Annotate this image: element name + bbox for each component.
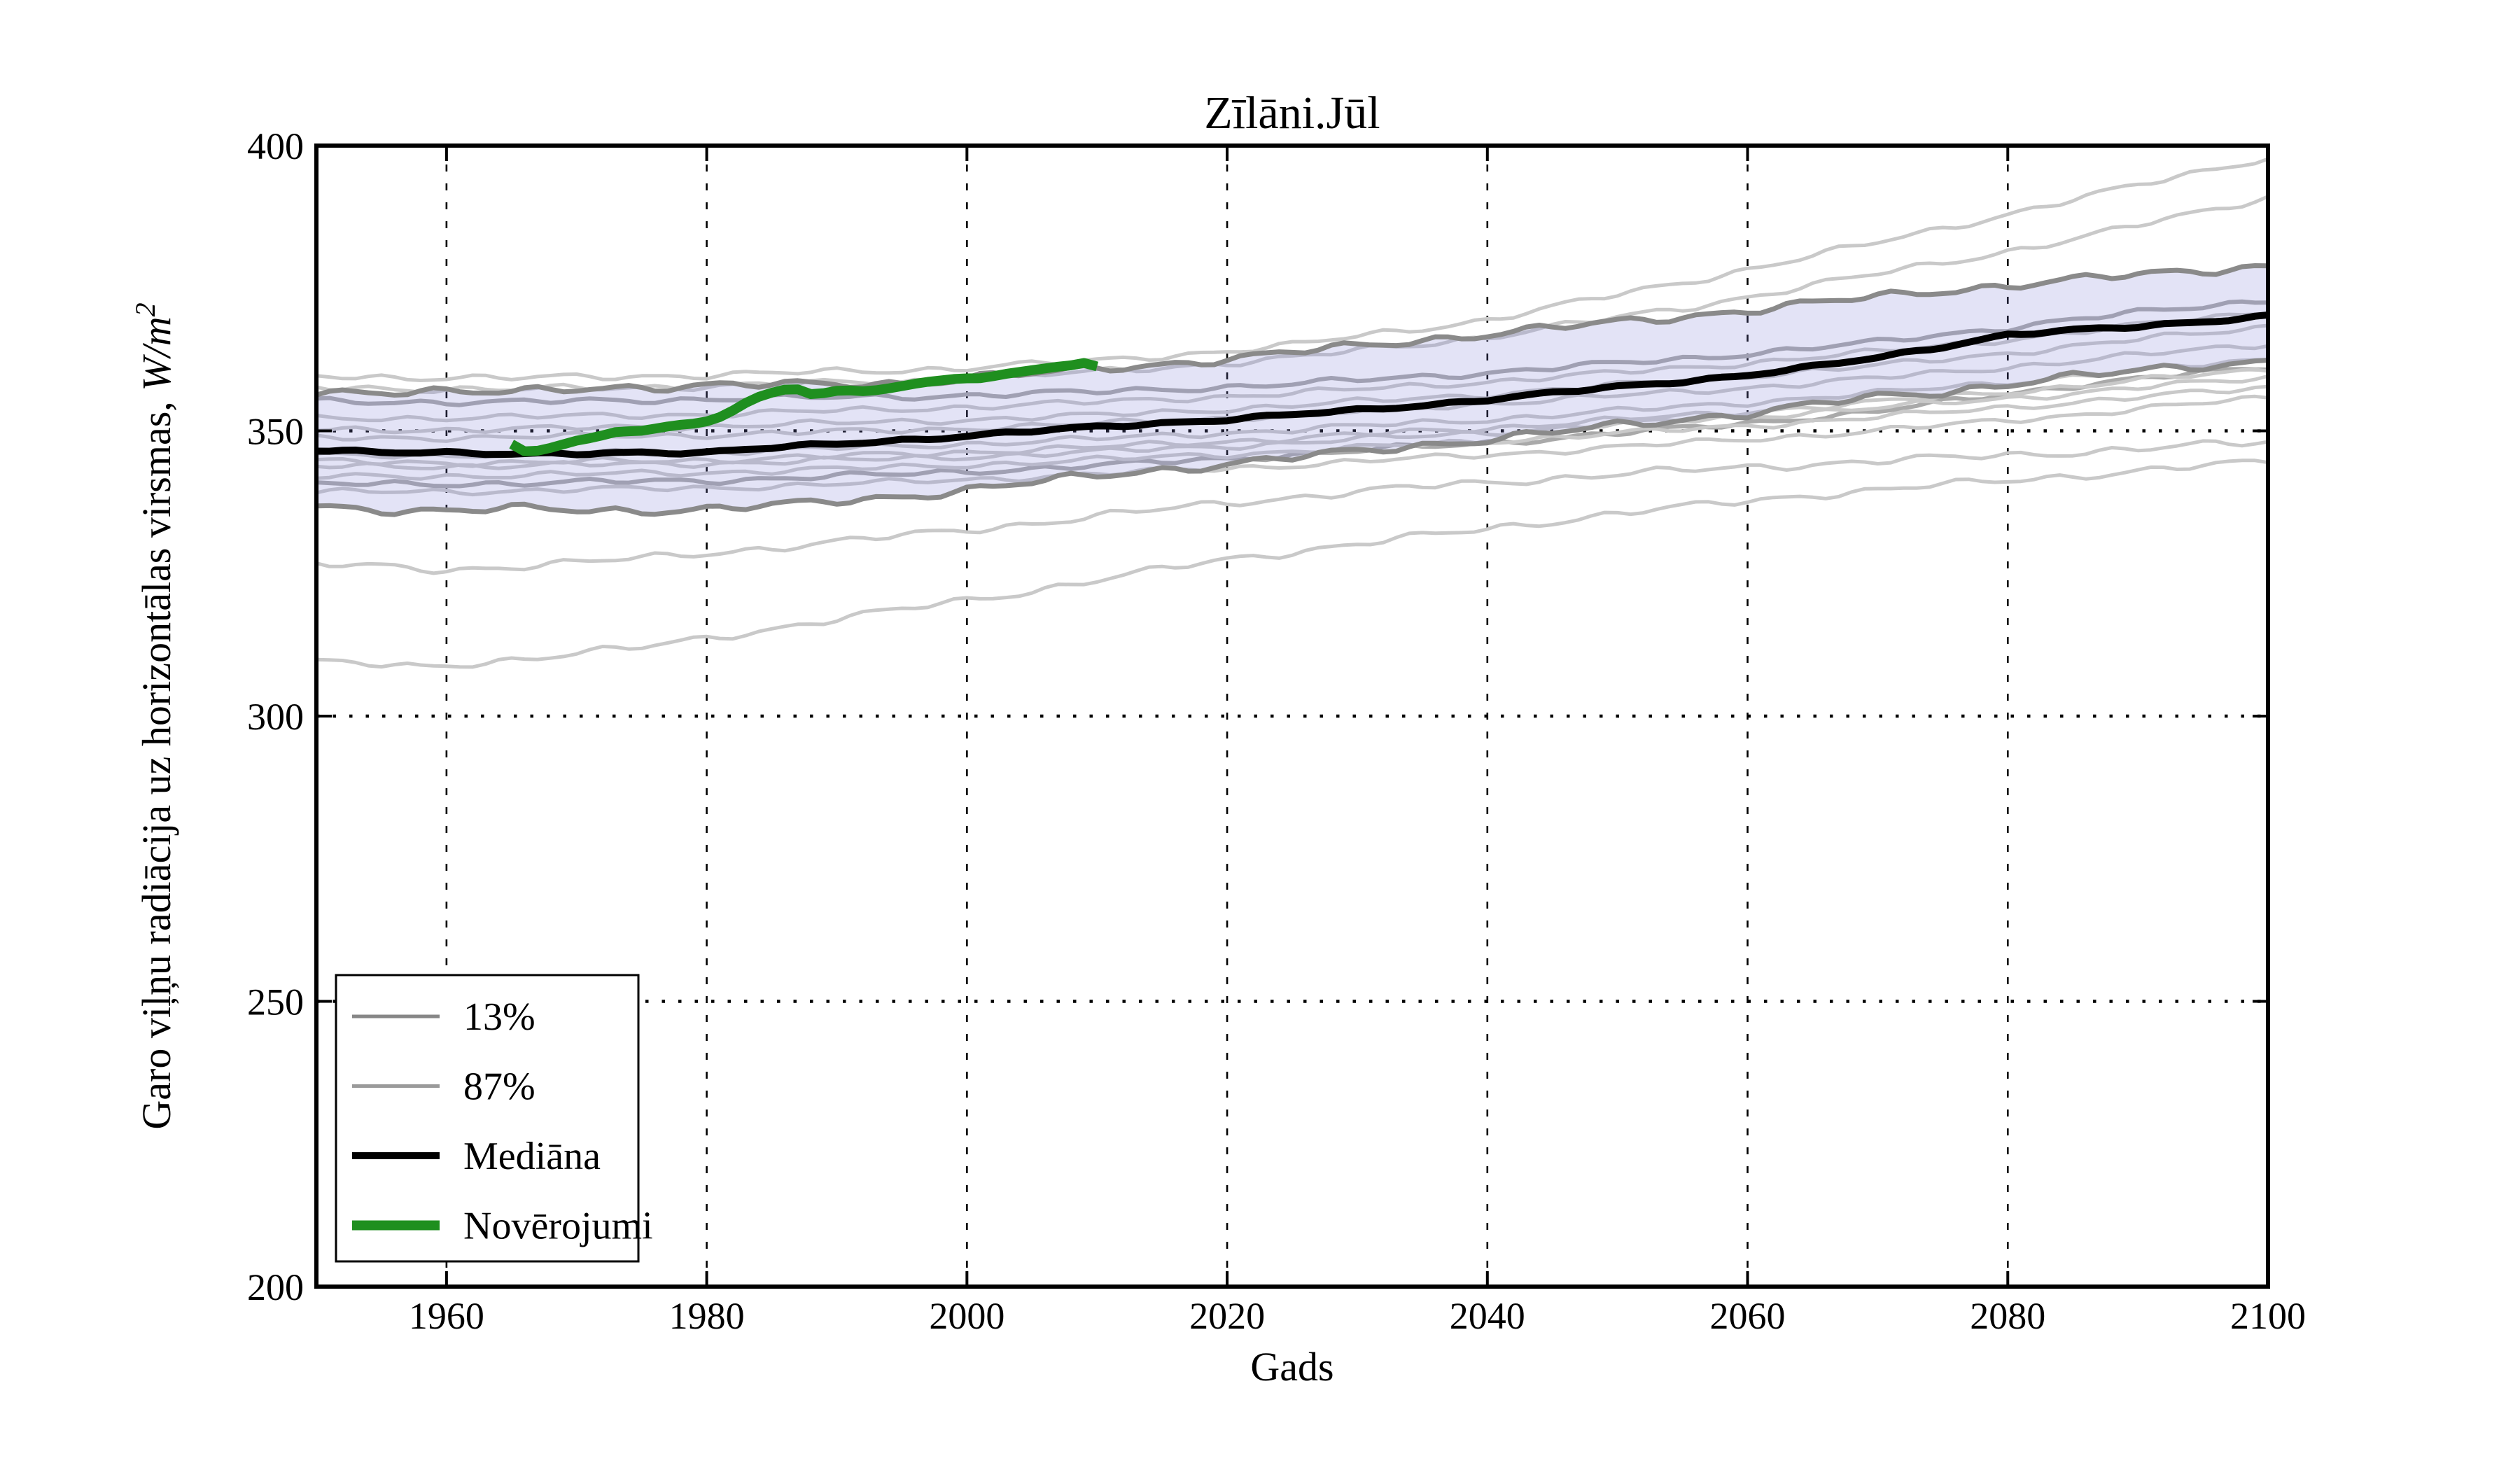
xtick-label-2040: 2040: [1450, 1295, 1525, 1337]
xtick-label-2080: 2080: [1970, 1295, 2045, 1337]
legend-label-2: Mediāna: [463, 1135, 601, 1178]
y-axis-label: Garo viļņu radiācija uz horizontālas vir…: [130, 302, 179, 1129]
legend-label-0: 13%: [463, 995, 536, 1039]
xtick-label-2100: 2100: [2230, 1295, 2306, 1337]
uncertainty-band: [316, 263, 2268, 517]
x-axis-label: Gads: [1250, 1344, 1334, 1390]
line-ensemble-10: [316, 394, 2268, 497]
xtick-label-1980: 1980: [669, 1295, 745, 1337]
xtick-label-2000: 2000: [929, 1295, 1004, 1337]
band-fill-13-87: [316, 265, 2268, 515]
legend-label-3: Novērojumi: [463, 1205, 653, 1248]
axis-ticks: [316, 144, 2269, 1288]
xtick-label-2060: 2060: [1710, 1295, 1786, 1337]
line-ensemble-m1: [316, 299, 2268, 407]
line-ensemble-low-b: [316, 458, 2268, 669]
line-ensemble-1: [316, 157, 2268, 382]
ytick-label-400: 400: [247, 125, 304, 167]
ytick-label-200: 200: [247, 1266, 304, 1308]
legend-label-1: 87%: [463, 1065, 536, 1109]
y-axis-label-unit: W/m: [134, 316, 179, 391]
y-axis-label-exponent: 2: [130, 302, 161, 316]
ytick-label-250: 250: [247, 981, 304, 1023]
legend-box: [335, 974, 640, 1263]
line-noverojumi: [509, 358, 1099, 456]
ytick-label-350: 350: [247, 411, 304, 453]
chart-title: Zīlāni.Jūl: [1204, 88, 1380, 139]
legend: 13% 87% Mediāna Novērojumi: [335, 974, 653, 1263]
y-axis-label-text: Garo viļņu radiācija uz horizontālas vir…: [134, 391, 179, 1130]
main-lines: [316, 312, 2268, 458]
line-percentile-87%: [316, 263, 2268, 398]
xtick-label-2020: 2020: [1189, 1295, 1265, 1337]
line-percentile-13%: [316, 358, 2268, 517]
ytick-label-300: 300: [247, 696, 304, 738]
line-ensemble-9: [316, 384, 2268, 481]
xtick-label-1960: 1960: [409, 1295, 484, 1337]
line-mediana: [316, 312, 2268, 458]
axis-tick-labels: 1960 1980 2000 2020 2040 2060 2080 2100 200 250 30…: [247, 125, 2306, 1337]
line-ensemble-m2: [316, 367, 2268, 489]
line-ensemble-low-a: [316, 439, 2268, 575]
